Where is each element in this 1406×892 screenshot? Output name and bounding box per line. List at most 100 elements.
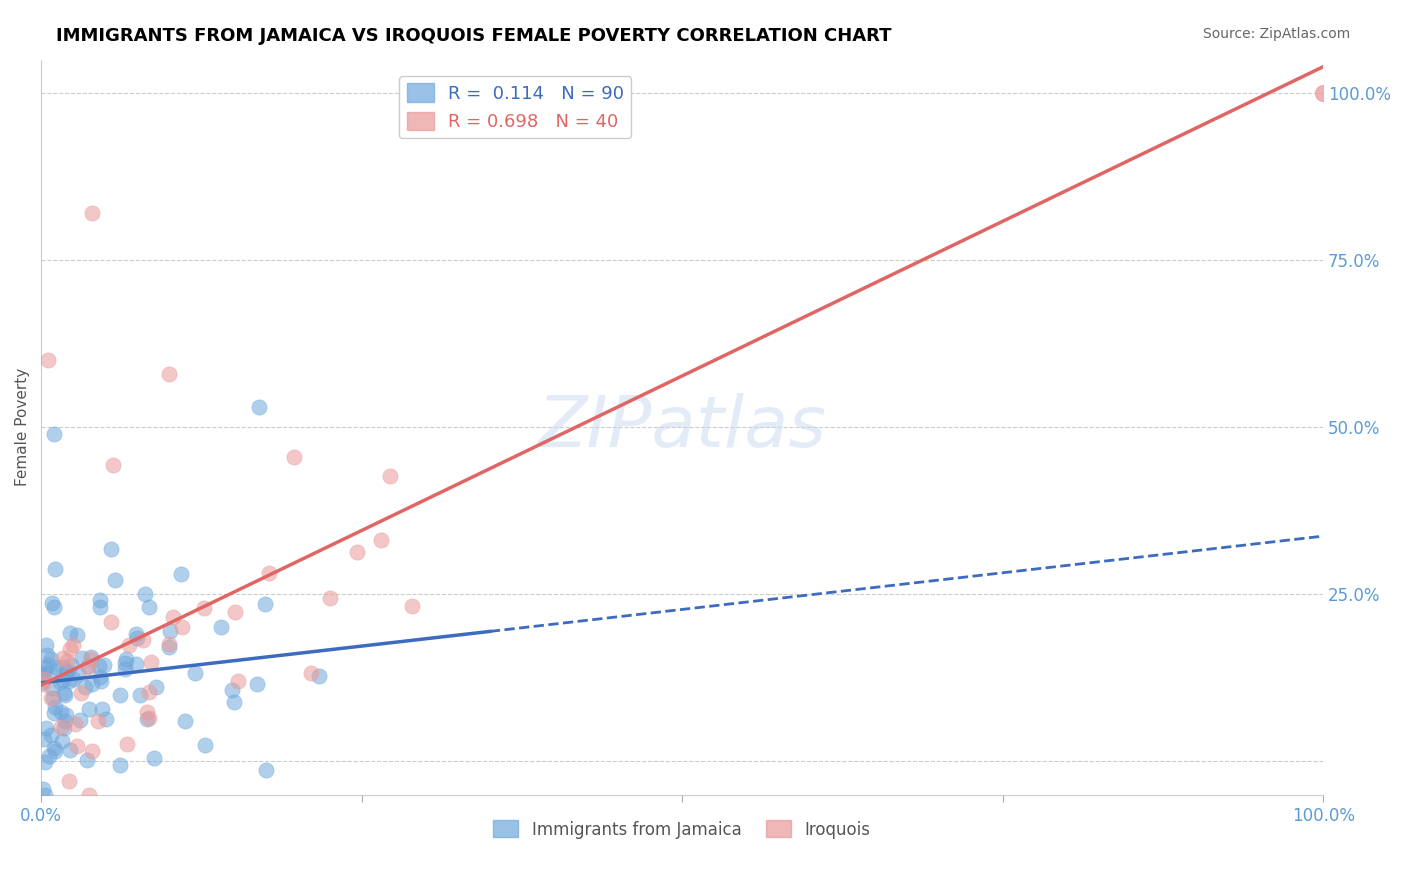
Point <box>157 367 180 381</box>
Point <box>67 667 90 681</box>
Point <box>346 544 368 558</box>
Point <box>66 739 89 754</box>
Point <box>117 737 139 751</box>
Point <box>226 674 249 689</box>
Point <box>136 712 159 726</box>
Point <box>378 469 401 483</box>
Point <box>58 743 80 757</box>
Point <box>39 728 62 742</box>
Point <box>319 591 342 606</box>
Point <box>118 638 141 652</box>
Point <box>283 450 305 464</box>
Point <box>76 753 98 767</box>
Point <box>37 353 59 368</box>
Point <box>254 763 277 777</box>
Point <box>124 657 146 671</box>
Point <box>259 566 281 581</box>
Point <box>62 638 84 652</box>
Point <box>224 605 246 619</box>
Point <box>145 681 167 695</box>
Point <box>1312 86 1334 100</box>
Point <box>53 714 76 728</box>
Point <box>299 665 322 680</box>
Point <box>90 673 112 688</box>
Point <box>401 599 423 614</box>
Point <box>77 702 100 716</box>
Point <box>108 757 131 772</box>
Point <box>193 738 215 752</box>
Point <box>87 714 110 728</box>
Point <box>41 596 63 610</box>
Point <box>42 691 65 706</box>
Point <box>32 673 55 687</box>
Point <box>93 658 115 673</box>
Point <box>108 688 131 702</box>
Point <box>42 706 65 721</box>
Point <box>209 620 232 634</box>
Point <box>89 599 111 614</box>
Point <box>132 633 155 648</box>
Point <box>58 774 80 789</box>
Point <box>55 665 77 680</box>
Point <box>49 720 72 734</box>
Point <box>96 712 118 726</box>
Point <box>52 660 75 674</box>
Point <box>114 656 136 670</box>
Point <box>49 675 72 690</box>
Point <box>44 740 66 755</box>
Point <box>125 627 148 641</box>
Point <box>59 625 82 640</box>
Point <box>159 624 181 638</box>
Point <box>370 533 392 547</box>
Point <box>39 652 62 666</box>
Point <box>136 705 159 719</box>
Point <box>70 650 93 665</box>
Point <box>55 707 77 722</box>
Text: ZIPatlas: ZIPatlas <box>537 392 827 462</box>
Point <box>59 641 82 656</box>
Point <box>30 668 52 682</box>
Point <box>138 599 160 614</box>
Point <box>32 781 55 796</box>
Text: IMMIGRANTS FROM JAMAICA VS IROQUOIS FEMALE POVERTY CORRELATION CHART: IMMIGRANTS FROM JAMAICA VS IROQUOIS FEMA… <box>56 27 891 45</box>
Point <box>253 597 276 611</box>
Point <box>221 683 243 698</box>
Point <box>69 714 91 728</box>
Point <box>100 615 122 629</box>
Point <box>34 661 56 675</box>
Point <box>170 620 193 634</box>
Point <box>170 566 193 581</box>
Point <box>34 788 56 802</box>
Point <box>101 458 124 472</box>
Point <box>87 658 110 673</box>
Point <box>45 659 67 673</box>
Point <box>44 744 66 758</box>
Point <box>35 648 58 663</box>
Point <box>32 732 55 747</box>
Point <box>35 638 58 652</box>
Point <box>162 610 184 624</box>
Y-axis label: Female Poverty: Female Poverty <box>15 368 30 486</box>
Point <box>138 685 160 699</box>
Point <box>63 717 86 731</box>
Point <box>32 665 55 680</box>
Point <box>90 702 112 716</box>
Point <box>80 649 103 664</box>
Point <box>52 673 75 687</box>
Point <box>77 660 100 674</box>
Point <box>193 601 215 615</box>
Point <box>128 688 150 702</box>
Point <box>80 677 103 691</box>
Point <box>184 666 207 681</box>
Point <box>31 675 53 690</box>
Point <box>31 677 53 691</box>
Point <box>53 686 76 700</box>
Point <box>37 658 59 673</box>
Point <box>53 721 76 735</box>
Legend: Immigrants from Jamaica, Iroquois: Immigrants from Jamaica, Iroquois <box>486 814 877 846</box>
Point <box>139 656 162 670</box>
Point <box>82 744 104 758</box>
Point <box>77 788 100 802</box>
Point <box>125 631 148 645</box>
Point <box>42 426 65 441</box>
